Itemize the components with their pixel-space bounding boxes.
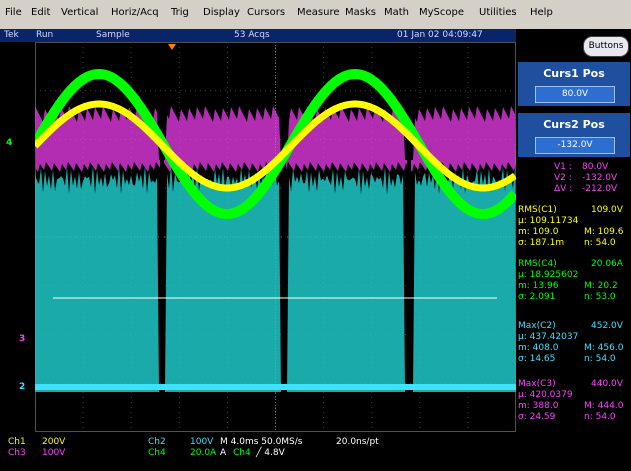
menu-measure[interactable]: Measure bbox=[297, 7, 340, 18]
record-rate: 20.0ns/pt bbox=[336, 437, 379, 447]
ch2-waveform bbox=[35, 165, 516, 392]
menu-edit[interactable]: Edit bbox=[31, 7, 51, 18]
channel-label[interactable]: Ch3 bbox=[8, 448, 26, 458]
menu-utilities[interactable]: Utilities bbox=[479, 7, 517, 18]
menu-bar: File Edit Vertical Horiz/Acq Trig Display Curs… bbox=[0, 0, 631, 30]
measurement-max: M: 444.0 bbox=[584, 401, 624, 411]
curs1-pos-box[interactable]: Curs1 Pos 80.0V bbox=[518, 62, 630, 106]
trigger-prefix: A bbox=[220, 448, 227, 458]
buttons-button[interactable]: Buttons bbox=[583, 36, 629, 57]
channel-scale[interactable]: 20.0A bbox=[190, 448, 217, 458]
ch2-spike-gap bbox=[407, 132, 411, 382]
measurement-name: RMS(C4) bbox=[518, 259, 557, 269]
channel-label[interactable]: Ch2 bbox=[148, 437, 166, 447]
cursor-readout-label: ΔV : bbox=[554, 184, 573, 194]
measurement-mean: µ: 420.0379 bbox=[518, 390, 573, 400]
ch2-spike-gap bbox=[160, 132, 164, 382]
curs2-pos-box[interactable]: Curs2 Pos -132.0V bbox=[518, 113, 630, 157]
curs2-title: Curs2 Pos bbox=[543, 118, 605, 131]
datetime: 01 Jan 02 04:09:47 bbox=[397, 30, 483, 40]
cursor-readout-value: 80.0V bbox=[582, 162, 609, 172]
menu-math[interactable]: Math bbox=[384, 7, 410, 18]
measurement-min: m: 109.0 bbox=[518, 227, 559, 237]
run-state[interactable]: Run bbox=[36, 30, 54, 40]
measurement-sigma: σ: 187.1m bbox=[518, 238, 565, 248]
menu-horizacq[interactable]: Horiz/Acq bbox=[111, 7, 159, 18]
ch2-spike-gap bbox=[282, 132, 286, 382]
curs1-value[interactable]: 80.0V bbox=[535, 86, 615, 103]
cursor-readout-value: -212.0V bbox=[582, 184, 618, 194]
menu-masks[interactable]: Masks bbox=[345, 7, 376, 18]
measurement-name: Max(C2) bbox=[518, 321, 556, 331]
menu-cursors[interactable]: Cursors bbox=[247, 7, 286, 18]
measurement-max: M: 456.0 bbox=[584, 343, 624, 353]
ch3-marker[interactable]: 3 bbox=[19, 334, 26, 344]
brand-label: Tek bbox=[4, 30, 19, 40]
bottom-status: M 4.0ms 50.0MS/s 20.0ns/pt A Ch4 ╱ 4.8V … bbox=[0, 432, 516, 471]
measurement-max: M: 109.6 bbox=[584, 227, 624, 237]
trigger-level[interactable]: ╱ 4.8V bbox=[256, 448, 285, 458]
menu-display[interactable]: Display bbox=[203, 7, 240, 18]
cursor-readout-label: V1 : bbox=[554, 162, 572, 172]
acq-mode: Sample bbox=[96, 30, 130, 40]
ch2-baseline bbox=[35, 384, 516, 390]
measurement-sigma: σ: 24.59 bbox=[518, 412, 556, 422]
measurement-name: Max(C3) bbox=[518, 379, 556, 389]
cursor-readout-label: V2 : bbox=[554, 173, 572, 183]
menu-myscope[interactable]: MyScope bbox=[419, 7, 465, 18]
ch1-waveform bbox=[32, 100, 518, 192]
curs2-value[interactable]: -132.0V bbox=[535, 137, 615, 154]
menu-help[interactable]: Help bbox=[530, 7, 553, 18]
menu-trig[interactable]: Trig bbox=[171, 7, 189, 18]
measurement-count: n: 54.0 bbox=[584, 238, 616, 248]
measurement-min: m: 388.0 bbox=[518, 401, 559, 411]
channel-label[interactable]: Ch1 bbox=[8, 437, 26, 447]
measurement-value: 440.0V bbox=[591, 379, 623, 389]
measurement-max: M: 20.2 bbox=[584, 281, 618, 291]
measurement-count: n: 54.0 bbox=[584, 354, 616, 364]
measurement-min: m: 13.96 bbox=[518, 281, 559, 291]
waveform-display[interactable] bbox=[30, 42, 519, 432]
measurement-count: n: 54.0 bbox=[584, 412, 616, 422]
measurement-value: 109.0V bbox=[591, 205, 623, 215]
channel-scale[interactable]: 100V bbox=[190, 437, 214, 447]
scope-graticule bbox=[30, 42, 519, 432]
measurement-mean: µ: 437.42037 bbox=[518, 332, 579, 342]
ch4-waveform bbox=[30, 68, 519, 220]
measurement-name: RMS(C1) bbox=[518, 205, 557, 215]
measurement-count: n: 53.0 bbox=[584, 292, 616, 302]
left-channel-strip: 4 3 2 bbox=[0, 42, 35, 432]
ch4-marker[interactable]: 4 bbox=[6, 138, 13, 148]
measurement-value: 20.06A bbox=[591, 259, 623, 269]
trigger-position-marker bbox=[168, 44, 176, 50]
status-bar: Tek Run Sample 53 Acqs 01 Jan 02 04:09:4… bbox=[0, 29, 516, 42]
ch2-marker[interactable]: 2 bbox=[19, 382, 26, 392]
curs1-title: Curs1 Pos bbox=[543, 67, 605, 80]
measurement-min: m: 408.0 bbox=[518, 343, 559, 353]
menu-file[interactable]: File bbox=[5, 7, 22, 18]
channel-scale[interactable]: 100V bbox=[42, 448, 66, 458]
timebase-readout[interactable]: M 4.0ms 50.0MS/s bbox=[220, 437, 303, 447]
measurement-sigma: σ: 2.091 bbox=[518, 292, 556, 302]
trigger-channel[interactable]: Ch4 bbox=[233, 448, 251, 458]
channel-label[interactable]: Ch4 bbox=[148, 448, 166, 458]
menu-vertical[interactable]: Vertical bbox=[61, 7, 99, 18]
cursor-readout-value: -132.0V bbox=[582, 173, 618, 183]
measurement-value: 452.0V bbox=[591, 321, 623, 331]
acq-count: 53 Acqs bbox=[234, 30, 270, 40]
measurement-sigma: σ: 14.65 bbox=[518, 354, 556, 364]
measurement-mean: µ: 109.11734 bbox=[518, 216, 579, 226]
measurement-mean: µ: 18.925602 bbox=[518, 270, 579, 280]
right-panel: Buttons Curs1 Pos 80.0V Curs2 Pos -132.0… bbox=[516, 29, 631, 471]
channel-scale[interactable]: 200V bbox=[42, 437, 66, 447]
